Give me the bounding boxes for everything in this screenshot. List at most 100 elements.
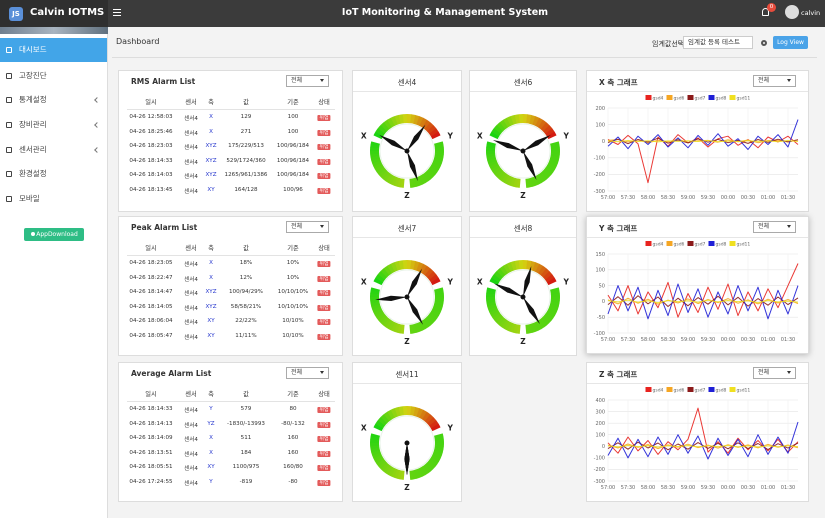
gauge-arc <box>424 170 434 180</box>
column-header: 축 <box>208 391 214 398</box>
gauge-arc <box>547 162 557 170</box>
filter-select[interactable]: 전체 <box>286 75 329 87</box>
settings-icon[interactable] <box>761 40 767 46</box>
gauge-arc <box>499 119 509 130</box>
gauge-arc <box>493 124 504 134</box>
gauge-arc <box>535 263 544 274</box>
table-cell: 18% <box>239 260 253 266</box>
gauge-arc <box>486 299 496 304</box>
gauge-arc <box>428 313 438 322</box>
table-cell: 1265/961/1386 <box>224 172 268 179</box>
y-tick-label: 0 <box>602 139 605 145</box>
y-tick-label: 100 <box>595 268 605 274</box>
table-cell: 11/11% <box>235 333 257 339</box>
column-header: 값 <box>243 99 249 106</box>
gauge-arc <box>514 260 521 270</box>
filter-select[interactable]: 전체 <box>753 367 796 379</box>
gauge-panel: 센서11 X Y Z <box>352 362 462 502</box>
legend-swatch <box>708 387 715 392</box>
gauge-arc <box>426 417 437 426</box>
table-cell: XY <box>207 333 215 339</box>
y-tick-label: -100 <box>594 156 605 162</box>
app-download-button[interactable]: AppDownload <box>24 228 84 241</box>
legend-label: gsd7 <box>695 242 706 248</box>
needle <box>493 283 523 297</box>
table-cell: YZ <box>207 420 215 427</box>
gauge-arc <box>416 116 424 126</box>
needle <box>379 135 407 151</box>
gauge-arc <box>380 414 390 424</box>
threshold-select[interactable]: 임계값 등록 테스트 <box>683 36 753 49</box>
gauge-arc <box>424 462 434 472</box>
x-tick-label: 01:30 <box>781 337 795 343</box>
legend-label: gsd8 <box>716 388 727 394</box>
legend-label: gsd7 <box>695 96 706 102</box>
legend-label: gsd7 <box>695 388 706 394</box>
gauge-arc <box>498 318 507 328</box>
filter-select[interactable]: 전체 <box>753 221 796 233</box>
x-tick-label: 00:30 <box>741 337 755 343</box>
filter-select[interactable]: 전체 <box>286 221 329 233</box>
user-name[interactable]: calvin <box>801 9 821 17</box>
axis-label: X <box>361 277 367 286</box>
y-tick-label: 150 <box>595 252 605 258</box>
gauge-arc <box>503 263 511 274</box>
gauge-arc <box>370 442 380 447</box>
gauge-arc <box>488 160 498 167</box>
table-cell: 04-26 18:14:33 <box>129 157 173 164</box>
table-cell: 100/94/29% <box>229 289 263 296</box>
menu-item[interactable]: 대시보드 <box>0 38 107 62</box>
gauge-arc <box>549 301 560 307</box>
axis-label: Z <box>404 191 410 200</box>
gauge-arc <box>526 260 532 270</box>
gauge-arc <box>388 321 396 331</box>
gauge-arc <box>430 277 441 286</box>
chart-title: Y 축 그래프 <box>599 224 638 233</box>
menu-item[interactable]: 통계설정 <box>0 88 107 112</box>
gauge-arc <box>534 321 542 331</box>
gauge-arc <box>545 311 556 319</box>
menu-item[interactable]: 환경설정 <box>0 162 107 186</box>
gauge-arc <box>432 306 442 313</box>
gauge-arc <box>373 131 384 140</box>
x-tick-label: 57:00 <box>601 485 615 491</box>
gauge-arc <box>373 454 383 462</box>
gauge-arc <box>378 460 388 470</box>
filter-select[interactable]: 전체 <box>753 75 796 87</box>
menu-item[interactable]: 모바일 <box>0 187 107 211</box>
x-tick-label: 00:30 <box>741 485 755 491</box>
menu-label: 장비관리 <box>19 120 47 129</box>
filter-select[interactable]: 전체 <box>286 367 329 379</box>
table-cell: 센서4 <box>184 335 198 341</box>
legend-swatch <box>708 241 715 246</box>
menu-item[interactable]: 장비관리 <box>0 113 107 137</box>
legend-swatch <box>666 95 673 100</box>
needle-hub <box>520 294 526 300</box>
bell-icon[interactable] <box>762 8 769 16</box>
table-cell: 100 <box>287 114 299 120</box>
gauge-arc <box>400 178 405 188</box>
gauge-arc <box>545 274 555 283</box>
avatar[interactable] <box>785 5 799 19</box>
menu-item[interactable]: 고장진단 <box>0 64 107 88</box>
menu-item[interactable]: 센서관리 <box>0 138 107 162</box>
x-tick-label: 00:00 <box>721 337 735 343</box>
menu-toggle[interactable] <box>113 9 121 16</box>
gauge-arc <box>498 172 507 182</box>
axis-label: X <box>361 131 367 140</box>
log-view-button[interactable]: Log View <box>773 36 808 49</box>
needle <box>407 268 423 297</box>
gauge-arc <box>499 265 509 276</box>
brand[interactable]: Calvin IOTMS <box>30 7 105 18</box>
table-cell: 529/1724/360 <box>226 157 266 164</box>
gauge-arc <box>370 153 380 158</box>
status-badge: 위험 <box>317 173 331 180</box>
gauge-arc <box>506 261 514 272</box>
gauge-arc <box>507 322 514 332</box>
gauge-arc <box>433 158 443 165</box>
gauge-arc <box>370 144 380 149</box>
table-cell: 04-26 12:58:03 <box>129 114 173 120</box>
gauge-arc <box>372 452 382 459</box>
legend-swatch <box>645 241 652 246</box>
menu-label: 대시보드 <box>19 45 47 54</box>
